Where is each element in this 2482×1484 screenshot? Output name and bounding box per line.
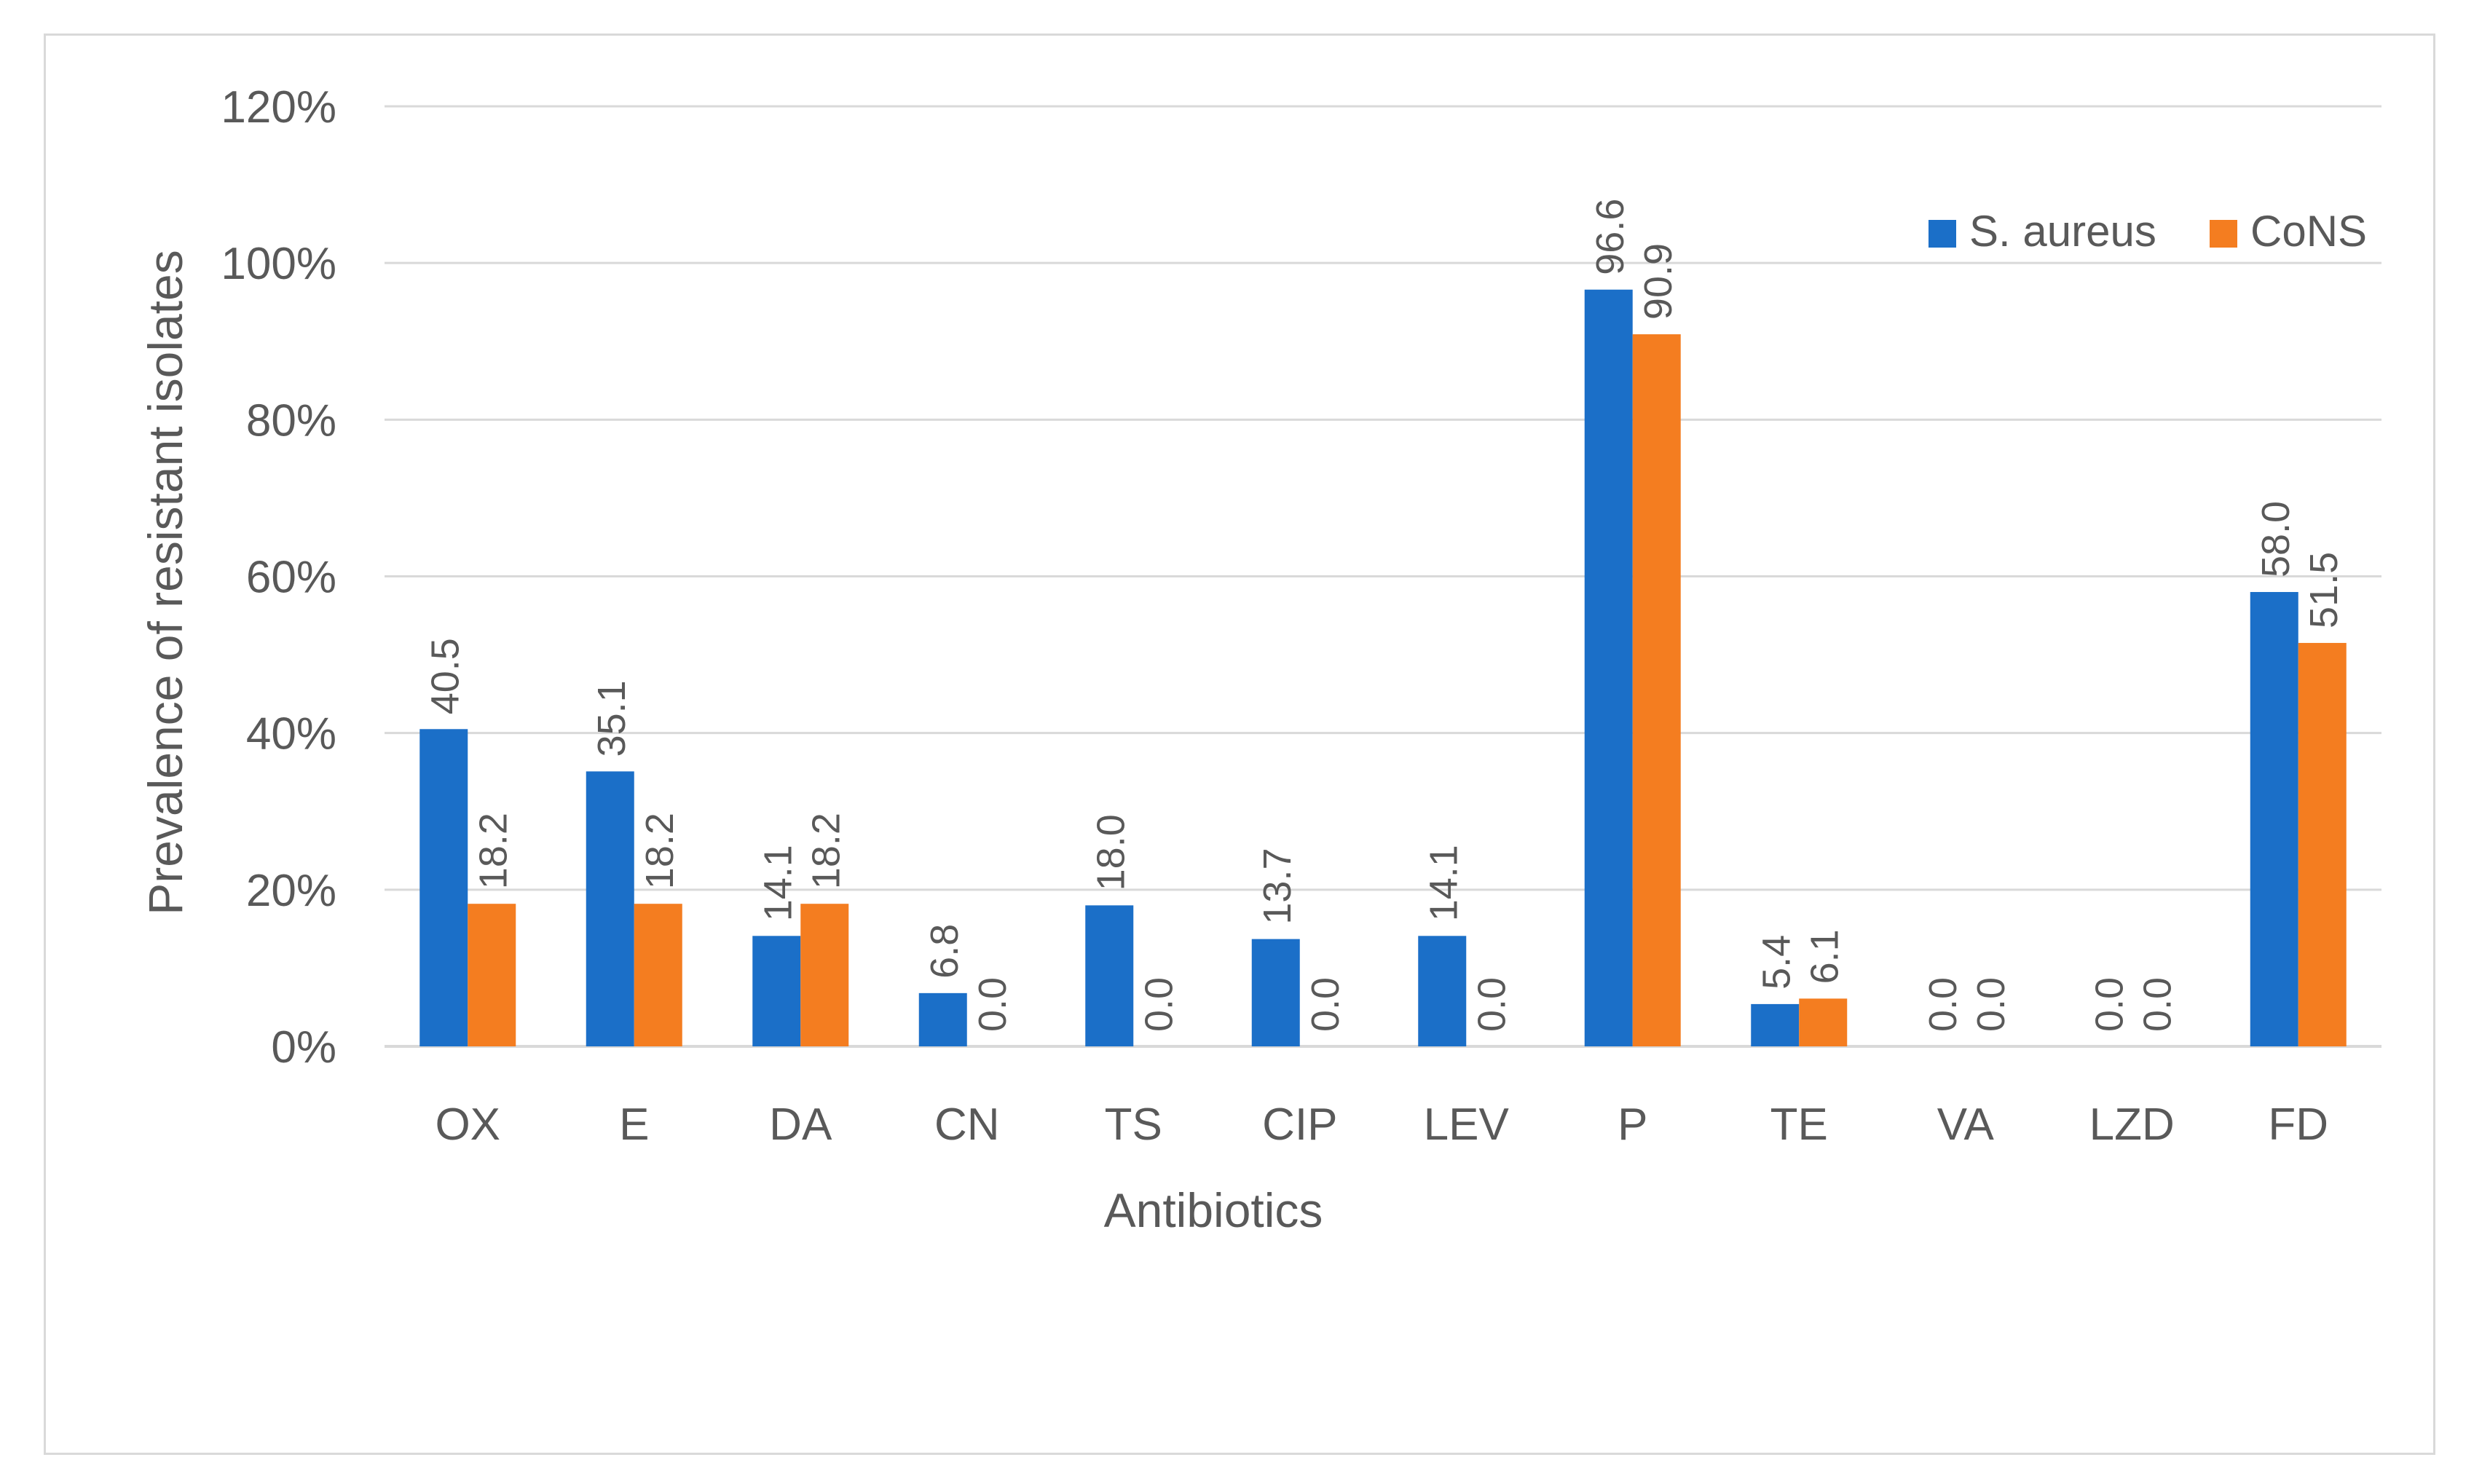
y-tick-label: 60% bbox=[246, 553, 336, 603]
data-label: 13.7 bbox=[1256, 848, 1299, 925]
data-label: 0.0 bbox=[1470, 977, 1513, 1032]
data-label: 0.0 bbox=[2087, 977, 2131, 1032]
data-label: 96.6 bbox=[1588, 199, 1632, 275]
legend-label-cons: CoNS bbox=[2250, 207, 2367, 256]
data-label: 0.0 bbox=[1137, 977, 1181, 1032]
data-label: 14.1 bbox=[1422, 845, 1465, 921]
x-axis-ticks: OX E DA CN TS CIP LEV P TE VA LZD FD bbox=[435, 1100, 2328, 1150]
bar bbox=[2250, 592, 2298, 1046]
data-label: 40.5 bbox=[423, 638, 467, 714]
y-tick-label: 40% bbox=[246, 709, 336, 759]
bar bbox=[634, 904, 682, 1046]
legend-swatch-cons bbox=[2210, 220, 2237, 248]
x-tick-label: VA bbox=[1937, 1100, 1995, 1150]
data-label: 18.2 bbox=[471, 813, 515, 889]
x-tick-label: P bbox=[1618, 1100, 1647, 1150]
bar bbox=[2298, 642, 2347, 1046]
legend-swatch-s-aureus bbox=[1929, 220, 1956, 248]
x-tick-label: FD bbox=[2268, 1100, 2328, 1150]
bars bbox=[419, 289, 2347, 1046]
y-tick-label: 0% bbox=[271, 1022, 336, 1073]
data-label: 0.0 bbox=[971, 977, 1015, 1032]
x-tick-label: E bbox=[619, 1100, 649, 1150]
bar bbox=[918, 992, 967, 1046]
data-label: 6.8 bbox=[923, 924, 966, 979]
x-tick-label: OX bbox=[435, 1100, 500, 1150]
bar bbox=[586, 771, 634, 1046]
data-label: 0.0 bbox=[1921, 977, 1965, 1032]
bar bbox=[1418, 936, 1467, 1046]
y-tick-label: 100% bbox=[221, 239, 336, 289]
bar bbox=[752, 936, 801, 1046]
data-label: 18.2 bbox=[638, 813, 682, 889]
data-label: 90.9 bbox=[1636, 243, 1680, 320]
bar bbox=[419, 729, 468, 1046]
legend: S. aureus CoNS bbox=[1929, 207, 2367, 256]
bar bbox=[1751, 1003, 1800, 1046]
y-tick-label: 20% bbox=[246, 866, 336, 916]
x-tick-label: TE bbox=[1770, 1100, 1828, 1150]
data-label: 18.0 bbox=[1089, 814, 1132, 891]
x-tick-label: TS bbox=[1105, 1100, 1162, 1150]
data-label: 6.1 bbox=[1803, 929, 1846, 984]
bar bbox=[468, 904, 516, 1046]
x-axis-title: Antibiotics bbox=[1104, 1183, 1323, 1237]
data-label: 35.1 bbox=[590, 680, 634, 757]
bar bbox=[1799, 998, 1848, 1046]
y-tick-label: 120% bbox=[221, 82, 336, 133]
x-tick-label: LEV bbox=[1424, 1100, 1510, 1150]
y-axis-title: Prevalence of resistant isolates bbox=[138, 250, 192, 915]
data-labels: 40.518.235.118.2 14.1 18.26.80.018.00.013.… bbox=[423, 199, 2346, 1032]
gridlines bbox=[385, 105, 2381, 1048]
x-tick-label: CN bbox=[934, 1100, 1000, 1150]
x-tick-label: LZD bbox=[2089, 1100, 2175, 1150]
y-axis-ticks: 0% 20% 40% 60% 80% 100% 120% bbox=[221, 82, 336, 1073]
x-tick-label: DA bbox=[769, 1100, 832, 1150]
bar bbox=[1584, 289, 1633, 1046]
data-label: 58.0 bbox=[2254, 501, 2298, 577]
data-label: 51.5 bbox=[2302, 552, 2346, 628]
data-label: 18.2 bbox=[804, 813, 848, 889]
bar bbox=[1632, 334, 1681, 1046]
x-tick-label: CIP bbox=[1262, 1100, 1337, 1150]
data-label: 14.1 bbox=[756, 845, 800, 921]
bar bbox=[1251, 939, 1300, 1046]
data-label: 5.4 bbox=[1754, 935, 1798, 990]
legend-label-s-aureus: S. aureus bbox=[1969, 207, 2156, 256]
y-tick-label: 80% bbox=[246, 395, 336, 446]
data-label: 0.0 bbox=[2135, 977, 2179, 1032]
bar bbox=[800, 904, 849, 1046]
bar bbox=[1085, 905, 1134, 1046]
data-label: 0.0 bbox=[1304, 977, 1347, 1032]
data-label: 0.0 bbox=[1969, 977, 2013, 1032]
